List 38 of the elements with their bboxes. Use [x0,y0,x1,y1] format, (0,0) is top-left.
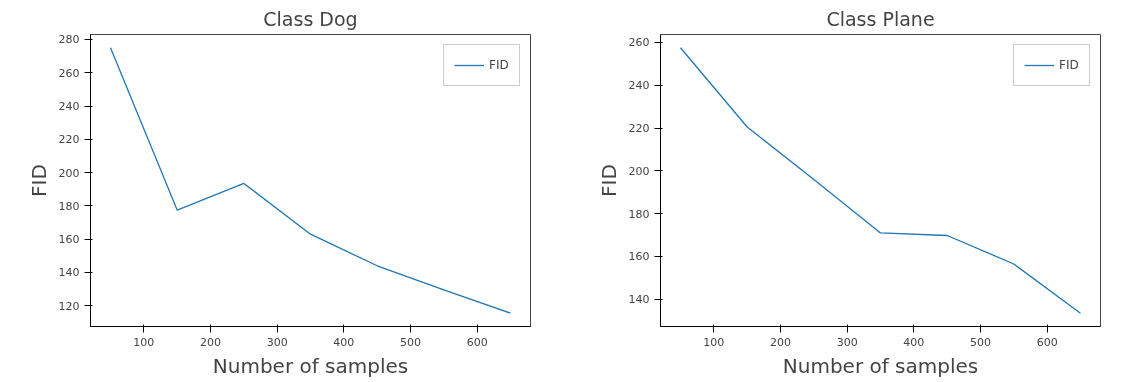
y-tick-label: 240 [628,79,650,93]
y-tick-label: 220 [628,122,650,136]
x-tick-label: 100 [703,335,725,349]
x-tick-label: 600 [466,335,488,349]
y-tick-label: 140 [58,266,80,280]
y-tick-label: 160 [58,233,80,247]
y-axis-title: FID [596,164,621,197]
chart-title: Class Plane [826,7,935,30]
y-tick-label: 180 [58,199,80,213]
x-tick-label: 300 [836,335,858,349]
y-tick-label: 260 [628,36,650,50]
y-tick-label: 240 [58,100,80,114]
x-tick-label: 300 [266,335,288,349]
x-axis-title: Number of samples [212,353,409,378]
x-tick-label: 400 [333,335,355,349]
legend-label: FID [489,58,509,72]
chart-title: Class Dog [263,7,358,30]
x-tick-label: 500 [400,335,421,349]
y-tick-label: 120 [58,299,80,313]
line-series [109,47,512,314]
y-tick-label: 280 [58,33,80,47]
y-tick-label: 260 [58,66,80,80]
x-tick-label: 100 [133,335,155,349]
x-tick-label: 200 [200,335,221,349]
y-tick-label: 200 [58,166,80,180]
y-tick-label: 200 [628,164,650,178]
y-tick-label: 220 [58,133,80,147]
line-series [679,47,1082,314]
y-tick-label: 160 [628,250,650,264]
x-tick-label: 400 [903,335,925,349]
legend-label: FID [1059,58,1079,72]
x-tick-label: 600 [1036,335,1058,349]
x-axis-title: Number of samples [782,353,979,378]
x-tick-label: 200 [770,335,791,349]
y-axis-title: FID [26,164,51,197]
y-tick-label: 140 [628,293,650,307]
y-tick-label: 180 [628,207,650,221]
x-tick-label: 500 [970,335,991,349]
